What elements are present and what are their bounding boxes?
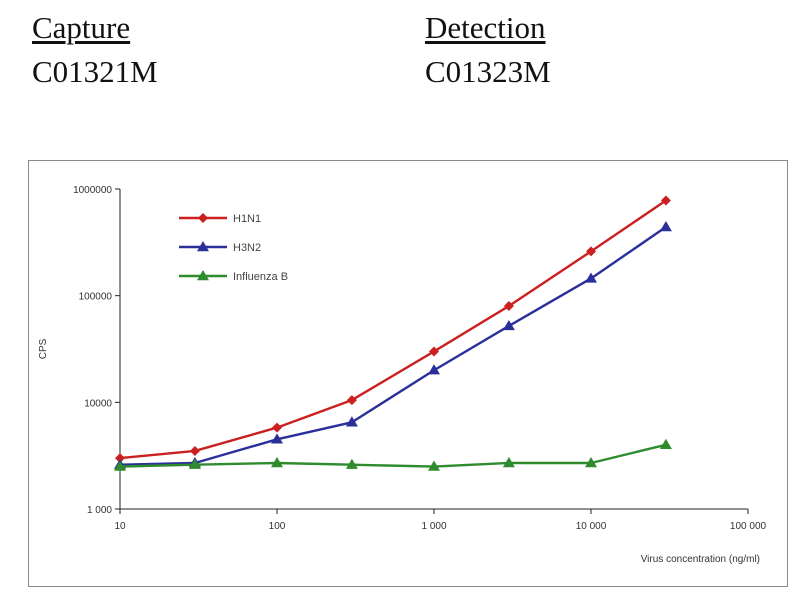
influenza-b-point	[345, 458, 358, 469]
chart-frame: 1 000 10000 100000 1000000 10 100 1 000 10 000 1…	[28, 160, 788, 587]
detection-block: Detection C01323M	[425, 6, 551, 94]
h1n1-line	[119, 199, 667, 460]
h1n1-point	[503, 301, 514, 312]
legend-label-influenza-b: Influenza B	[233, 271, 288, 283]
h1n1-point	[586, 246, 596, 257]
legend-marker-h1n1	[198, 213, 208, 223]
h1n1-point	[346, 395, 357, 406]
h3n2-point	[502, 319, 515, 331]
x-tick-label: 100 000	[730, 521, 767, 532]
influenza-b-point	[428, 460, 440, 471]
h1n1-point	[272, 422, 282, 433]
h1n1-point	[189, 445, 200, 456]
influenza-b-point	[502, 456, 515, 468]
capture-block: Capture C01321M	[32, 6, 158, 94]
x-tick-label: 10	[114, 521, 126, 532]
h3n2-point	[585, 272, 597, 283]
x-tick-label: 10 000	[576, 521, 607, 532]
x-axis-title: Virus concentration (ng/ml)	[641, 554, 760, 565]
legend-label-h3n2: H3N2	[233, 242, 261, 254]
influenza-b-point	[271, 456, 283, 468]
capture-heading: Capture	[32, 10, 131, 45]
y-axis-title: CPS	[38, 338, 49, 359]
h1n1-point	[429, 346, 439, 357]
influenza-b-point	[585, 456, 597, 468]
influenza-b-line	[119, 443, 667, 468]
influenza-b-point	[188, 458, 201, 469]
y-tick-label: 100000	[79, 292, 113, 303]
h3n2-point	[345, 416, 358, 427]
h3n2-point	[271, 433, 283, 444]
y-tick-label: 10000	[84, 398, 112, 409]
legend-label-h1n1: H1N1	[233, 213, 261, 225]
x-tick-label: 1 000	[421, 521, 446, 532]
influenza-b-point	[659, 438, 672, 449]
detection-heading: Detection	[425, 10, 546, 45]
h3n2-point	[659, 221, 672, 232]
h3n2-line	[119, 226, 667, 466]
y-tick-label: 1000000	[73, 185, 112, 196]
capture-code: C01321M	[32, 54, 158, 90]
h3n2-point	[428, 364, 440, 375]
detection-code: C01323M	[425, 54, 551, 90]
legend-marker-h3n2	[197, 241, 209, 252]
h1n1-point	[660, 195, 671, 206]
y-tick-label: 1 000	[87, 505, 112, 516]
influenza-b-point	[114, 460, 126, 471]
x-tick-label: 100	[269, 521, 286, 532]
h1n1-point	[115, 453, 125, 464]
line-chart: 1 000 10000 100000 1000000 10 100 1 000 10 000 1…	[38, 185, 767, 565]
legend-marker-influenza-b	[197, 270, 209, 281]
